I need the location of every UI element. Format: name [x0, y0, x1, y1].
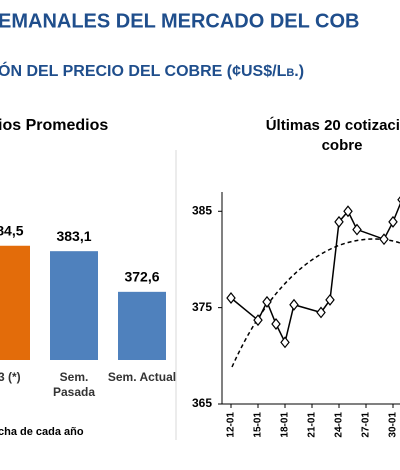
point: [253, 314, 263, 327]
point: [334, 215, 344, 228]
bar: [0, 245, 30, 360]
slide-title: EMANALES DEL MERCADO DEL COB: [0, 10, 360, 32]
point: [379, 233, 389, 246]
x-tick-label: 15-01: [253, 412, 264, 438]
point: [226, 292, 236, 304]
y-tick-label: 385: [192, 203, 212, 217]
bar: [50, 251, 98, 360]
trend-line: [231, 238, 400, 368]
y-tick-label: 365: [192, 396, 212, 410]
point: [271, 318, 281, 330]
category-label: Sem. Actual: [108, 370, 176, 384]
point: [280, 336, 290, 349]
bar: [118, 291, 166, 360]
x-tick-label: 30-01: [388, 412, 399, 438]
point: [316, 306, 326, 319]
x-tick-label: 18-01: [280, 412, 291, 438]
point: [352, 223, 362, 236]
category-label: Pasada: [53, 385, 95, 399]
point: [388, 215, 398, 228]
value-label: 372,6: [124, 269, 159, 285]
x-tick-label: 12-01: [226, 412, 237, 438]
point: [325, 293, 335, 306]
chart-title: ios Promedios: [0, 117, 108, 134]
point: [289, 298, 299, 311]
point: [343, 205, 353, 218]
x-tick-label: 27-01: [361, 412, 372, 438]
point: [262, 295, 272, 308]
y-tick-label: 375: [192, 300, 212, 314]
value-label: 384,5: [0, 222, 24, 238]
x-tick-label: 21-01: [307, 412, 318, 438]
x-tick-label: 24-01: [334, 412, 345, 438]
footnote: cha de cada año: [0, 426, 84, 438]
category-label: Sem.: [60, 370, 89, 384]
chart-title: cobre: [322, 137, 363, 154]
chart-title: Últimas 20 cotizacion: [266, 116, 400, 134]
category-label: 23 (*): [0, 370, 21, 384]
slide-subtitle: ÓN DEL PRECIO DEL COBRE (¢US$/Lb.): [0, 61, 304, 80]
value-label: 383,1: [56, 228, 91, 244]
